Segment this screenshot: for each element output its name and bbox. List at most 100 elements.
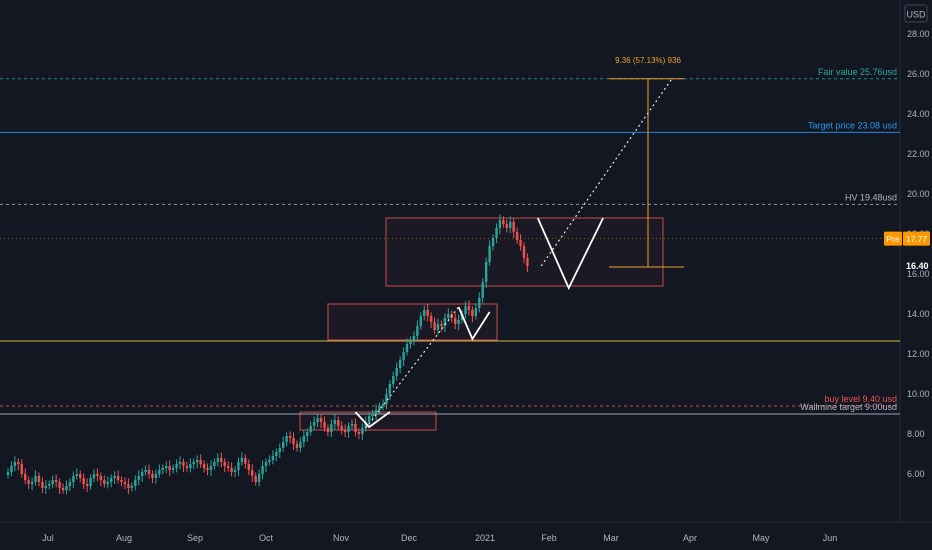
candle-body: [154, 474, 158, 478]
candle-body: [409, 340, 412, 344]
candle-body: [292, 438, 295, 444]
x-tick-label: Feb: [541, 533, 557, 543]
y-tick-label: 10.00: [907, 389, 930, 399]
trend-projection-line: [540, 78, 673, 267]
candle-body: [209, 466, 213, 470]
pattern-path-line: [354, 411, 391, 429]
y-tick-label: 24.00: [907, 109, 930, 119]
candle-body: [354, 424, 357, 432]
candle-body: [484, 262, 488, 282]
candle-body: [361, 428, 364, 434]
candle-body: [337, 420, 340, 426]
candle-body: [316, 418, 319, 422]
measure-label: 9.36 (57.13%) 936: [615, 56, 681, 65]
candle-body: [103, 480, 106, 484]
candle-body: [116, 476, 120, 480]
candle-body: [454, 318, 457, 324]
candle-body: [343, 430, 347, 432]
candle-body: [92, 474, 96, 478]
candle-body: [147, 470, 151, 474]
candle-body: [398, 360, 402, 368]
candle-body: [233, 470, 237, 472]
candle-body: [429, 316, 433, 322]
x-tick-label: Aug: [116, 533, 132, 543]
candle-body: [302, 436, 306, 442]
candle-body: [110, 478, 113, 482]
x-tick-label: 2021: [475, 533, 495, 543]
candle-body: [488, 246, 491, 262]
candle-body: [30, 482, 34, 484]
level-label: buy level 9.40 usd: [824, 394, 897, 404]
candle-body: [6, 472, 10, 475]
candle-body: [474, 308, 478, 316]
candle-body: [106, 482, 109, 484]
level-label: Wallmine target 9.00usd: [800, 402, 897, 412]
candle-body: [96, 474, 99, 476]
candle-body: [44, 486, 48, 488]
candle-body: [388, 384, 392, 394]
x-tick-label: Dec: [401, 533, 418, 543]
candle-body: [306, 432, 309, 436]
x-tick-label: Oct: [259, 533, 274, 543]
candle-body: [140, 472, 144, 476]
candle-body: [526, 258, 529, 266]
candle-body: [196, 460, 199, 462]
candle-body: [271, 456, 275, 460]
candle-body: [89, 478, 92, 486]
candle-body: [34, 476, 37, 482]
candle-body: [522, 246, 526, 258]
candle-body: [216, 458, 220, 462]
candle-body: [41, 482, 44, 488]
candle-body: [440, 324, 443, 326]
candle-body: [158, 470, 161, 474]
candle-body: [79, 474, 82, 478]
candle-body: [189, 464, 192, 468]
candle-body: [405, 344, 409, 352]
candle-body: [457, 320, 460, 324]
candle-body: [48, 484, 51, 486]
candle-body: [237, 462, 240, 470]
trend-projection-line: [365, 306, 460, 429]
candle-body: [82, 478, 85, 484]
pattern-path-line: [536, 217, 604, 291]
pre-badge-label: Pre: [886, 234, 900, 244]
candle-body: [416, 326, 419, 336]
candle-body: [350, 424, 354, 426]
candle-body: [244, 458, 247, 464]
candle-body: [319, 418, 323, 422]
candle-body: [161, 468, 164, 470]
candle-body: [151, 474, 154, 478]
candle-body: [312, 422, 316, 426]
candle-body: [340, 426, 343, 430]
y-tick-label: 28.00: [907, 29, 930, 39]
candle-body: [61, 488, 65, 490]
candle-body: [326, 428, 330, 432]
candle-body: [17, 462, 20, 464]
x-tick-label: Jun: [823, 533, 838, 543]
candle-body: [171, 468, 175, 470]
x-tick-label: Nov: [333, 533, 350, 543]
candle-body: [20, 464, 23, 474]
candle-body: [385, 394, 388, 404]
candle-body: [395, 368, 398, 376]
candle-body: [213, 462, 216, 466]
level-label: Target price 23.08 usd: [808, 120, 897, 130]
candle-body: [51, 480, 54, 484]
candle-body: [264, 462, 268, 466]
candle-body: [54, 480, 58, 482]
candle-body: [127, 484, 130, 488]
candle-body: [99, 476, 103, 480]
currency-badge: USD: [906, 10, 926, 20]
candle-body: [309, 426, 312, 432]
candle-body: [443, 318, 447, 326]
candle-body: [240, 458, 244, 462]
candle-body: [113, 476, 116, 478]
y-tick-label: 8.00: [907, 429, 925, 439]
candle-body: [268, 460, 271, 462]
candle-body: [299, 442, 302, 448]
pattern-path-line: [457, 306, 491, 341]
y-tick-label: 12.00: [907, 349, 930, 359]
candle-body: [251, 470, 254, 476]
candle-body: [37, 476, 41, 482]
